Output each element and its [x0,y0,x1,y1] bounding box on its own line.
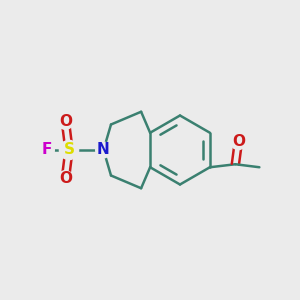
Text: S: S [64,142,74,158]
Text: O: O [59,171,72,186]
Circle shape [58,114,73,129]
Circle shape [96,142,111,158]
Circle shape [58,171,73,186]
Text: O: O [232,134,245,149]
Circle shape [59,140,79,160]
Text: O: O [59,114,72,129]
Circle shape [231,134,246,150]
Circle shape [39,142,54,158]
Text: N: N [97,142,110,158]
Text: F: F [41,142,52,158]
